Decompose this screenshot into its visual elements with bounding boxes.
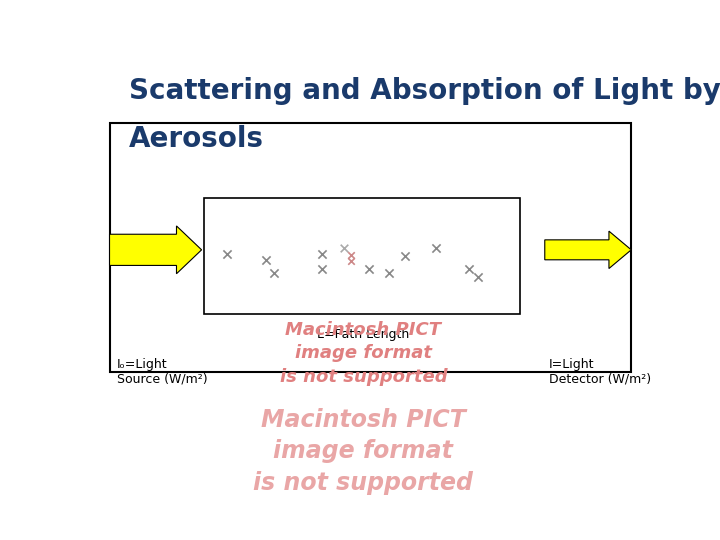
Point	[472, 273, 484, 281]
FancyArrow shape	[109, 226, 202, 274]
Point	[364, 264, 375, 273]
Point	[269, 268, 280, 277]
FancyArrow shape	[545, 231, 631, 268]
Point	[400, 252, 411, 260]
Point	[383, 268, 395, 277]
Point	[316, 249, 328, 258]
Text: Macintosh PICT
image format
is not supported: Macintosh PICT image format is not suppo…	[253, 408, 473, 495]
Text: I=Light
Detector (W/m²): I=Light Detector (W/m²)	[549, 358, 651, 386]
Bar	[109, 123, 631, 373]
Point	[260, 256, 271, 265]
Text: Scattering and Absorption of Light by: Scattering and Absorption of Light by	[129, 77, 720, 105]
Bar	[204, 198, 520, 314]
Text: Aerosols: Aerosols	[129, 125, 264, 153]
Text: L=Path Length: L=Path Length	[318, 328, 410, 341]
Text: Iₒ=Light
Source (W/m²): Iₒ=Light Source (W/m²)	[117, 358, 207, 386]
Point	[221, 249, 233, 258]
Point	[316, 264, 328, 273]
Point	[431, 244, 442, 252]
Point	[464, 264, 475, 273]
Point	[338, 244, 350, 252]
Point	[346, 251, 357, 259]
Text: Macintosh PICT
image format
is not supported: Macintosh PICT image format is not suppo…	[279, 321, 447, 386]
Point	[346, 256, 357, 265]
